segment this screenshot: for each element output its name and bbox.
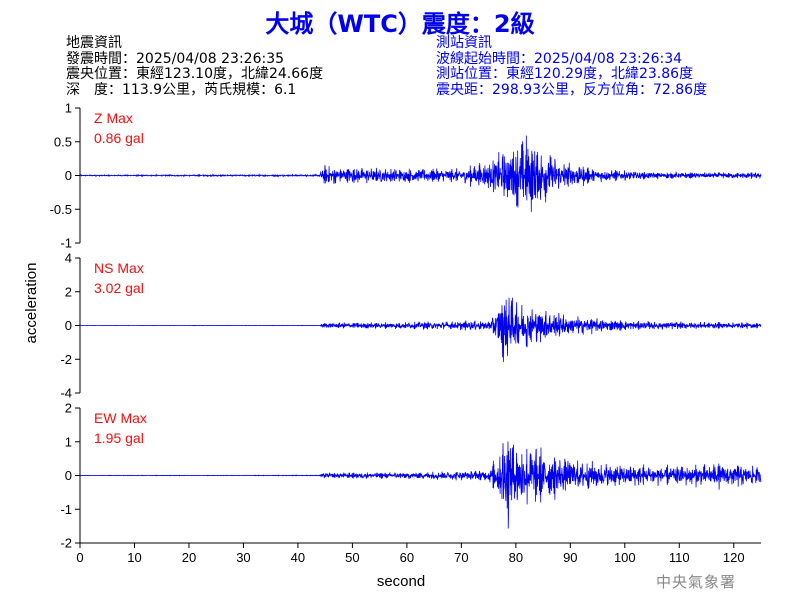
y-tick-label-ew: 2 bbox=[65, 401, 72, 416]
origin-time: 發震時間：2025/04/08 23:26:35 bbox=[66, 50, 285, 67]
waveform-z bbox=[79, 135, 762, 212]
max-label-z: Z Max bbox=[94, 110, 133, 126]
distance-azimuth: 震央距：298.93公里，反方位角：72.86度 bbox=[436, 81, 708, 98]
agency-label: 中央氣象署 bbox=[656, 573, 737, 591]
y-tick-label-ns: 0 bbox=[65, 318, 72, 333]
y-tick-label-ew: -1 bbox=[60, 502, 72, 517]
y-tick-label-z: 0 bbox=[65, 168, 72, 183]
y-axis-title: acceleration bbox=[23, 263, 40, 344]
station-location: 測站位置：東經120.29度，北緯23.86度 bbox=[436, 66, 694, 82]
y-tick-label-ew: 0 bbox=[65, 468, 72, 483]
y-tick-label-ns: -2 bbox=[60, 352, 72, 367]
x-axis-title: second bbox=[377, 573, 425, 590]
x-tick-label: 110 bbox=[669, 550, 690, 565]
x-tick-label: 20 bbox=[182, 550, 196, 565]
y-tick-label-z: 1 bbox=[65, 101, 72, 116]
epicenter: 震央位置：東經123.10度，北緯24.66度 bbox=[66, 66, 324, 82]
y-tick-label-z: -0.5 bbox=[50, 202, 72, 217]
y-tick-label-ew: -2 bbox=[60, 536, 72, 551]
x-tick-label: 0 bbox=[76, 550, 83, 565]
event-info-header: 地震資訊 bbox=[66, 35, 122, 51]
chart-title: 大城（WTC）震度：2級 bbox=[265, 10, 535, 38]
y-tick-label-ns: 2 bbox=[65, 284, 72, 299]
event-info: 地震資訊 發震時間：2025/04/08 23:26:35 震央位置：東經123.1… bbox=[66, 35, 324, 98]
wave-start-time: 波線起始時間：2025/04/08 23:26:34 bbox=[436, 50, 683, 67]
x-tick-label: 90 bbox=[563, 550, 577, 565]
max-value-z: 0.86 gal bbox=[94, 130, 144, 146]
x-tick-label: 10 bbox=[127, 550, 141, 565]
x-tick-label: 70 bbox=[454, 550, 468, 565]
y-tick-label-ns: 4 bbox=[65, 251, 72, 266]
y-tick-label-z: 0.5 bbox=[54, 134, 72, 149]
waveform-ns bbox=[79, 297, 762, 362]
y-tick-label-ew: 1 bbox=[65, 434, 72, 449]
depth-magnitude: 深 度：113.9公里，芮氏規模：6.1 bbox=[66, 81, 297, 98]
y-tick-label-ns: -4 bbox=[60, 386, 72, 401]
max-label-ew: EW Max bbox=[94, 410, 147, 426]
station-info-header: 測站資訊 bbox=[436, 35, 492, 51]
x-tick-label: 120 bbox=[723, 550, 745, 565]
x-tick-label: 80 bbox=[509, 550, 523, 565]
x-tick-label: 40 bbox=[291, 550, 305, 565]
max-value-ew: 1.95 gal bbox=[94, 430, 144, 446]
y-tick-label-z: -1 bbox=[60, 236, 72, 251]
station-info: 測站資訊 波線起始時間：2025/04/08 23:26:34 測站位置：東經120… bbox=[436, 35, 708, 98]
max-label-ns: NS Max bbox=[94, 260, 144, 276]
x-tick-label: 30 bbox=[236, 550, 250, 565]
x-tick-label: 50 bbox=[345, 550, 359, 565]
waveform-ew bbox=[79, 441, 762, 529]
x-tick-label: 60 bbox=[400, 550, 414, 565]
x-tick-label: 100 bbox=[614, 550, 636, 565]
max-value-ns: 3.02 gal bbox=[94, 280, 144, 296]
